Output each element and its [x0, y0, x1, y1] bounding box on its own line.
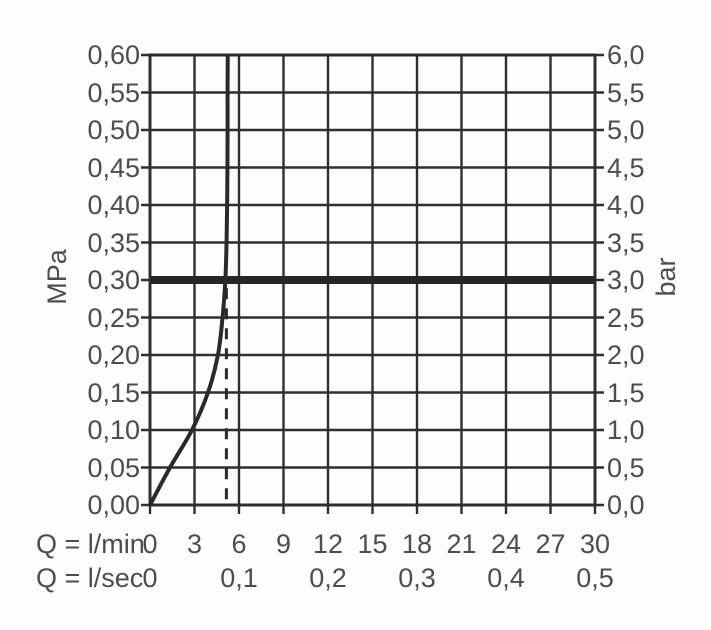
- y-left-tick-label: 0,40: [87, 190, 140, 220]
- x-lmin-tick-label: 9: [275, 529, 292, 559]
- x-lmin-tick-label: 30: [579, 529, 611, 559]
- y-right-tick-label: 4,0: [607, 190, 645, 220]
- y-right-tick-label: 1,0: [607, 415, 645, 445]
- y-right-tick-label: 6,0: [607, 40, 645, 70]
- y-left-tick-label: 0,10: [87, 415, 140, 445]
- x-lsec-tick-label: 0: [142, 563, 158, 593]
- y-right-tick-label: 1,5: [607, 377, 645, 408]
- y-right-tick-label: 2,5: [607, 302, 645, 333]
- x-lsec-tick-label: 0,1: [220, 563, 258, 593]
- y-right-tick-label: 5,5: [607, 77, 645, 108]
- y-right-tick-label: 2,0: [607, 340, 645, 370]
- y-right-tick-label: 0,0: [607, 490, 645, 520]
- x-lsec-tick-label: 0,5: [576, 563, 614, 593]
- x-lsec-tick-label: 0,3: [398, 563, 436, 593]
- x-lsec-tick-label: 0,4: [487, 563, 525, 593]
- y-left-tick-label: 0,30: [87, 265, 140, 295]
- x-lmin-tick-label: 6: [231, 529, 247, 559]
- x-lmin-tick-label: 0: [142, 529, 158, 559]
- y-right-tick-label: 3,0: [607, 265, 645, 295]
- x-lmin-tick-label: 24: [490, 529, 522, 559]
- axis-tick-marks: [141, 53, 604, 514]
- y-left-tick-label: 0,15: [87, 377, 140, 408]
- x-lmin-tick-label: 15: [357, 529, 388, 559]
- y-left-tick-label: 0,20: [87, 340, 140, 370]
- x-axis-lmin-unit-label: Q = l/min: [36, 529, 145, 559]
- y-left-tick-label: 0,25: [87, 302, 140, 333]
- x-lmin-tick-label: 18: [401, 529, 433, 559]
- y-right-tick-label: 0,5: [607, 452, 645, 483]
- y-left-tick-label: 0,05: [87, 452, 140, 483]
- x-lmin-tick-label: 27: [535, 529, 566, 559]
- y-left-tick-label: 0,55: [87, 77, 140, 108]
- y-left-tick-label: 0,45: [87, 152, 140, 183]
- x-lmin-tick-label: 12: [312, 529, 344, 559]
- flow-curve: [148, 54, 230, 506]
- y-right-tick-label: 4,5: [607, 152, 645, 183]
- y-left-tick-label: 0,60: [87, 40, 140, 70]
- y-right-tick-label: 3,5: [607, 227, 645, 258]
- x-lmin-tick-label: 21: [446, 529, 477, 559]
- y-left-tick-label: 0,00: [87, 490, 140, 520]
- x-axis-lsec-unit-label: Q = l/sec: [36, 563, 144, 593]
- x-lmin-tick-label: 3: [186, 529, 203, 559]
- y-left-tick-label: 0,35: [87, 227, 140, 258]
- x-lsec-tick-label: 0,2: [309, 563, 347, 593]
- y-right-tick-label: 5,0: [607, 115, 645, 145]
- y-left-tick-label: 0,50: [87, 115, 140, 145]
